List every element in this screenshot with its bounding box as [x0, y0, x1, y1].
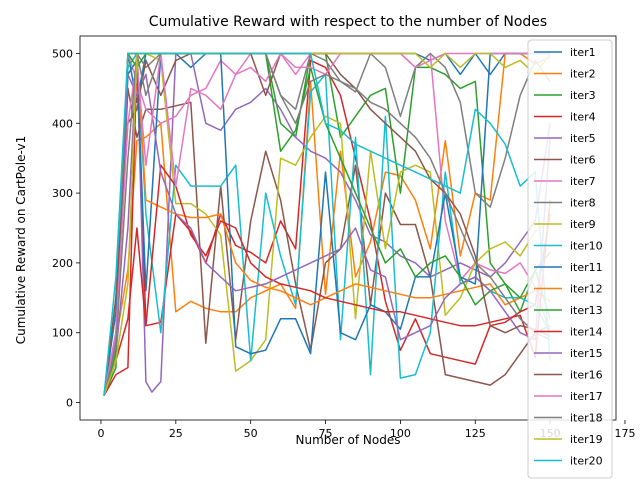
legend-box: [527, 39, 613, 479]
series-line-iter6: [103, 87, 551, 396]
legend-label: iter4: [570, 111, 596, 124]
y-axis: 0 100 200 300 400 500: [52, 47, 80, 410]
legend-label: iter19: [570, 433, 603, 446]
series-line-iter12: [103, 52, 551, 396]
plot-lines: [103, 52, 551, 396]
legend-label: iter6: [570, 154, 596, 167]
legend-label: iter3: [570, 89, 596, 102]
series-line-iter5: [103, 52, 551, 396]
y-tick-label: 300: [52, 187, 73, 200]
series-line-iter14: [103, 164, 551, 396]
legend-label: iter11: [570, 261, 603, 274]
y-tick-label: 0: [66, 397, 73, 410]
x-tick-label: 100: [390, 427, 411, 440]
x-tick-label: 75: [319, 427, 333, 440]
legend-label: iter5: [570, 132, 596, 145]
series-line-iter17: [103, 52, 551, 396]
x-tick-label: 125: [465, 427, 486, 440]
legend-label: iter10: [570, 240, 603, 253]
legend-label: iter16: [570, 369, 603, 382]
y-tick-label: 400: [52, 117, 73, 130]
y-tick-label: 100: [52, 327, 73, 340]
y-tick-label: 200: [52, 257, 73, 270]
legend-label: iter2: [570, 68, 596, 81]
plot-frame: [79, 35, 617, 421]
x-tick-label: 25: [169, 427, 183, 440]
series-line-iter2: [103, 52, 551, 396]
series-line-iter20: [103, 52, 551, 396]
series-line-iter9: [103, 52, 551, 396]
y-axis-label: Cumulative Reward on CartPole-v1: [14, 136, 28, 345]
legend-label: iter12: [570, 283, 603, 296]
x-tick-label: 175: [614, 427, 635, 440]
legend-label: iter20: [570, 455, 603, 468]
legend-label: iter9: [570, 218, 596, 231]
legend-label: iter14: [570, 326, 603, 339]
legend-label: iter7: [570, 175, 596, 188]
series-line-iter15: [103, 73, 551, 396]
x-tick-label: 50: [244, 427, 258, 440]
x-tick-label: 0: [97, 427, 104, 440]
legend-label: iter15: [570, 347, 603, 360]
legend-label: iter8: [570, 197, 596, 210]
legend-label: iter18: [570, 412, 603, 425]
x-axis: 0255075100125150175: [97, 420, 635, 440]
x-axis-label: Number of Nodes: [296, 433, 401, 447]
legend-label: iter17: [570, 390, 603, 403]
y-tick-label: 500: [52, 47, 73, 60]
chart-title: Cumulative Reward with respect to the nu…: [149, 14, 547, 30]
legend-label: iter13: [570, 304, 603, 317]
legend: iter1 iter2 iter3 iter4 iter5 iter6 iter7 iter8…: [527, 39, 613, 479]
legend-label: iter1: [570, 46, 596, 59]
